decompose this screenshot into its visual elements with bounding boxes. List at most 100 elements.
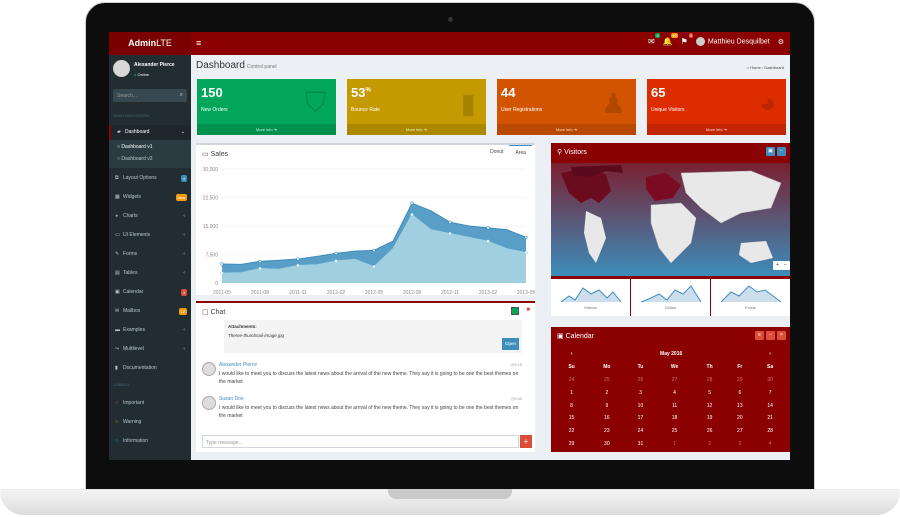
sidebar-search-input[interactable]: Search... ⌕ [113, 89, 187, 102]
prev-month-icon[interactable]: ‹ [570, 351, 573, 358]
calendar-day[interactable]: 28 [706, 376, 713, 383]
add-button[interactable]: + [520, 435, 532, 448]
sidebar-item-ui-elements[interactable]: ▭ UI Elements ‹ [109, 228, 191, 243]
search-icon[interactable]: ⌕ [179, 92, 183, 98]
sidebar-item-layout-options[interactable]: ⧉ Layout Options 4 [109, 171, 191, 186]
calendar-day[interactable]: 13 [737, 402, 743, 409]
sidebar-item-dashboard-v1[interactable]: ○ Dashboard v1 [117, 144, 153, 150]
next-month-icon[interactable]: › [769, 351, 771, 358]
calendar-day[interactable]: 4 [768, 440, 772, 447]
sidebar-item-mailbox[interactable]: ✉ Mailbox 12 [109, 304, 191, 319]
calendar-day[interactable]: 24 [637, 428, 644, 435]
tab-area[interactable]: Area [509, 145, 532, 160]
more-info-link[interactable]: More info ➔ [647, 124, 786, 135]
more-info-link[interactable]: More info ➔ [497, 124, 636, 135]
calendar-day[interactable]: 22 [568, 428, 575, 435]
sidebar-item-documentation[interactable]: ▮ Documentation [109, 361, 191, 376]
calendar-icon: ▣ [557, 333, 564, 340]
calendar-day[interactable]: 1 [673, 440, 676, 447]
sidebar-item-dashboard[interactable]: ▰ Dashboard ⌄ [109, 125, 191, 140]
world-map[interactable]: + − [551, 163, 790, 276]
calendar-day[interactable]: 31 [637, 440, 644, 447]
calendar-day[interactable]: 8 [570, 402, 573, 409]
y-tick-label: 22,500 [203, 196, 219, 202]
open-button[interactable]: Open [502, 338, 519, 350]
sidebar-label-information[interactable]: ○ Information [109, 434, 191, 449]
sidebar-label-important[interactable]: ○ Important [109, 396, 191, 411]
bars-icon[interactable]: ≡ [755, 331, 764, 340]
x-tick-label: 2012-08 [403, 290, 422, 296]
calendar-day[interactable]: 6 [738, 389, 742, 396]
calendar-day[interactable]: 23 [604, 428, 610, 435]
data-point [372, 265, 376, 269]
calendar-day[interactable]: 4 [673, 389, 676, 396]
user-menu[interactable]: Matthieu Desquilbet [695, 37, 770, 46]
zoom-in-icon[interactable]: + [773, 261, 782, 270]
gears-icon[interactable]: ⚙ [777, 38, 784, 46]
calendar-day[interactable]: 10 [637, 402, 644, 409]
calendar-day[interactable]: 1 [570, 389, 573, 396]
chat-status-icon[interactable] [511, 307, 519, 315]
zoom-out-icon[interactable]: − [781, 261, 790, 270]
calendar-day[interactable]: 25 [604, 376, 610, 383]
calendar-day[interactable]: 9 [605, 402, 609, 409]
sidebar-item-widgets[interactable]: ▦ Widgets new [109, 190, 191, 205]
tab-donut[interactable]: Donut [490, 149, 504, 155]
calendar-day[interactable]: 7 [768, 389, 772, 396]
chat-message-input[interactable]: Type message... [202, 435, 519, 448]
calendar-box: ▣ Calendar ≡ − × ‹ May 2016 › Su Mo Tu We Th Fr… [551, 327, 790, 452]
avatar [202, 396, 216, 410]
sidebar-item-multilevel[interactable]: ⤳ Multilevel ‹ [109, 342, 191, 357]
attachment-panel: Attachments: Theme-thumbnail-image.jpg O… [224, 320, 522, 353]
calendar-day[interactable]: 3 [639, 389, 642, 396]
data-point [448, 220, 452, 224]
calendar-day[interactable]: 24 [568, 376, 575, 383]
sidebar-toggle-icon[interactable]: ≡ [196, 38, 202, 48]
notifications-icon[interactable]: 🔔 10 [662, 33, 678, 46]
calendar-day[interactable]: 20 [737, 415, 743, 422]
more-info-link[interactable]: More info ➔ [197, 124, 336, 135]
calendar-day[interactable]: 26 [637, 376, 644, 383]
calendar-day[interactable]: 15 [568, 415, 575, 422]
calendar-day[interactable]: 30 [604, 440, 610, 447]
data-point [220, 271, 224, 275]
calendar-day[interactable]: 27 [737, 428, 743, 435]
calendar-day[interactable]: 2 [605, 389, 609, 396]
calendar-day[interactable]: 3 [738, 440, 742, 447]
calendar-day[interactable]: 25 [671, 428, 678, 435]
calendar-day[interactable]: 28 [767, 428, 773, 435]
calendar-day[interactable]: 5 [708, 389, 711, 396]
tasks-icon[interactable]: ⚑ 9 [680, 33, 693, 46]
trash-icon[interactable]: ■ [526, 307, 530, 313]
calendar-day[interactable]: 11 [671, 402, 678, 409]
calendar-day[interactable]: 14 [767, 402, 773, 409]
close-icon[interactable]: × [777, 331, 786, 340]
calendar-icon[interactable]: ▣ [766, 147, 775, 156]
sidebar-label-warning[interactable]: ○ Warning [109, 415, 191, 430]
calendar-day[interactable]: 29 [737, 376, 743, 383]
calendar-day[interactable]: 16 [604, 415, 610, 422]
minus-icon[interactable]: − [766, 331, 775, 340]
sidebar-item-forms[interactable]: ✎ Forms ‹ [109, 247, 191, 262]
calendar-day[interactable]: 27 [671, 376, 678, 383]
calendar-day[interactable]: 29 [568, 440, 575, 447]
sidebar-item-dashboard-v2[interactable]: ○ Dashboard v2 [117, 156, 153, 162]
sidebar-item-calendar[interactable]: ▣ Calendar 3 [109, 285, 191, 300]
avatar [695, 37, 705, 46]
calendar-day[interactable]: 12 [706, 402, 713, 409]
calendar-month[interactable]: May 2016 [660, 351, 683, 358]
calendar-day[interactable]: 18 [671, 415, 678, 422]
calendar-day[interactable]: 19 [706, 415, 713, 422]
calendar-day[interactable]: 30 [767, 376, 773, 383]
sidebar-item-examples[interactable]: ▬ Examples ‹ [109, 323, 191, 338]
logo[interactable]: AdminLTE [109, 32, 191, 55]
more-info-link[interactable]: More info ➔ [347, 124, 486, 135]
messages-icon[interactable]: ✉ 4 [648, 33, 660, 46]
calendar-day[interactable]: 2 [708, 440, 711, 447]
sidebar-item-charts[interactable]: ◕ Charts ‹ [109, 209, 191, 224]
sidebar-item-tables[interactable]: ▤ Tables ‹ [109, 266, 191, 281]
calendar-day[interactable]: 17 [637, 415, 644, 422]
collapse-icon[interactable]: − [777, 147, 786, 156]
calendar-day[interactable]: 26 [706, 428, 713, 435]
calendar-day[interactable]: 21 [767, 415, 773, 422]
